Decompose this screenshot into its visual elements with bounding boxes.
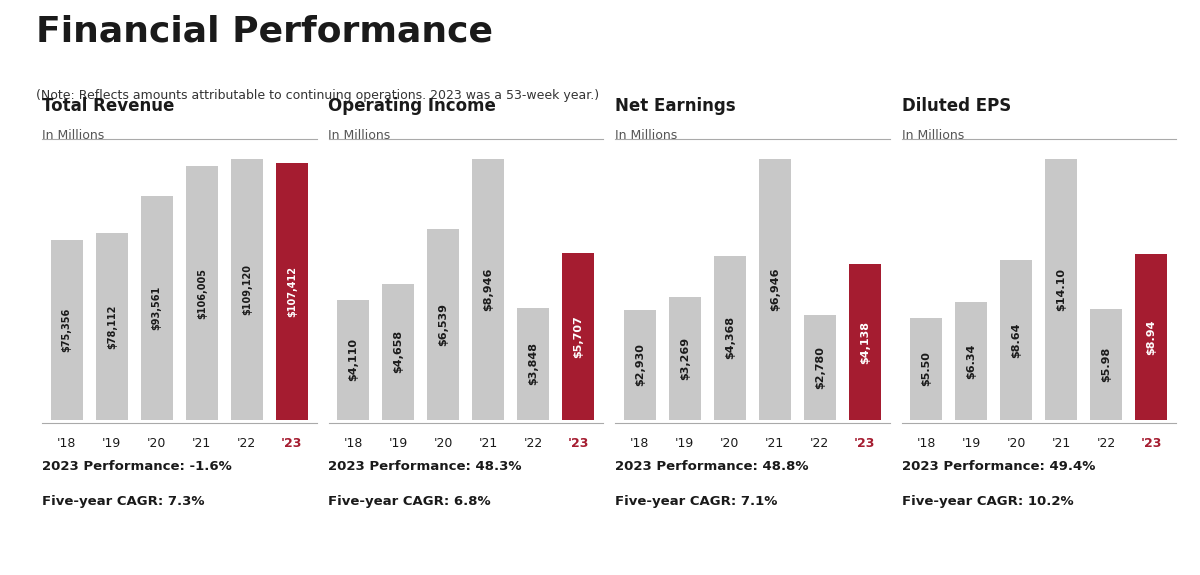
Text: $6,539: $6,539 <box>438 303 449 346</box>
Text: 2023 Performance: 48.3%: 2023 Performance: 48.3% <box>329 460 522 473</box>
Text: '18: '18 <box>630 436 649 450</box>
Bar <box>848 264 881 420</box>
Text: '21: '21 <box>479 436 498 450</box>
Text: (Note: Reflects amounts attributable to continuing operations. 2023 was a 53-wee: (Note: Reflects amounts attributable to … <box>36 89 599 102</box>
Text: '22: '22 <box>523 436 542 450</box>
Bar <box>758 159 791 420</box>
Text: '19: '19 <box>389 436 408 450</box>
Text: $14.10: $14.10 <box>1056 268 1067 311</box>
Text: 2023 Performance: -1.6%: 2023 Performance: -1.6% <box>42 460 232 473</box>
Text: '22: '22 <box>238 436 257 450</box>
Text: '19: '19 <box>676 436 695 450</box>
Text: Five-year CAGR: 6.8%: Five-year CAGR: 6.8% <box>329 494 491 508</box>
Bar <box>50 240 83 420</box>
Text: '20: '20 <box>148 436 167 450</box>
Bar <box>955 302 988 420</box>
Text: '18: '18 <box>917 436 936 450</box>
Text: $4,658: $4,658 <box>394 330 403 373</box>
Text: Five-year CAGR: 7.3%: Five-year CAGR: 7.3% <box>42 494 204 508</box>
Text: $2,780: $2,780 <box>815 346 824 389</box>
Text: $107,412: $107,412 <box>287 266 296 317</box>
Text: '21: '21 <box>766 436 785 450</box>
Text: $2,930: $2,930 <box>635 343 644 386</box>
Text: 2023 Performance: 49.4%: 2023 Performance: 49.4% <box>901 460 1094 473</box>
Text: Operating Income: Operating Income <box>329 97 497 115</box>
Bar <box>230 159 263 420</box>
Text: $78,112: $78,112 <box>107 304 116 348</box>
Text: $8,946: $8,946 <box>484 267 493 311</box>
Bar <box>140 196 173 420</box>
Bar <box>337 300 370 420</box>
Bar <box>1000 260 1032 420</box>
Bar <box>517 308 550 420</box>
Text: '23: '23 <box>568 436 589 450</box>
Bar <box>562 254 594 420</box>
Text: $5,707: $5,707 <box>574 315 583 358</box>
Bar <box>472 159 504 420</box>
Text: 2023 Performance: 48.8%: 2023 Performance: 48.8% <box>616 460 809 473</box>
Text: '23: '23 <box>854 436 876 450</box>
Text: In Millions: In Millions <box>329 129 391 143</box>
Text: Net Earnings: Net Earnings <box>616 97 736 115</box>
Bar <box>714 256 746 420</box>
Bar <box>96 233 128 420</box>
Text: $109,120: $109,120 <box>241 264 252 315</box>
Bar <box>427 229 460 420</box>
Text: Financial Performance: Financial Performance <box>36 14 493 48</box>
Bar <box>382 284 414 420</box>
Bar <box>624 310 656 420</box>
Text: '20: '20 <box>433 436 452 450</box>
Bar <box>1135 254 1168 420</box>
Text: $5.98: $5.98 <box>1102 347 1111 382</box>
Text: '23: '23 <box>1140 436 1162 450</box>
Text: $5.50: $5.50 <box>922 351 931 386</box>
Text: $8.64: $8.64 <box>1012 322 1021 358</box>
Bar <box>804 315 836 420</box>
Text: '23: '23 <box>281 436 302 450</box>
Text: $106,005: $106,005 <box>197 267 206 319</box>
Text: $6.34: $6.34 <box>966 343 977 379</box>
Text: In Millions: In Millions <box>42 129 104 143</box>
Text: '19: '19 <box>102 436 121 450</box>
Text: '22: '22 <box>1097 436 1116 450</box>
Text: '21: '21 <box>1051 436 1070 450</box>
Text: $8.94: $8.94 <box>1146 319 1157 355</box>
Bar <box>186 166 218 420</box>
Text: '18: '18 <box>343 436 362 450</box>
Text: Five-year CAGR: 10.2%: Five-year CAGR: 10.2% <box>901 494 1073 508</box>
Text: Diluted EPS: Diluted EPS <box>901 97 1010 115</box>
Text: '20: '20 <box>720 436 739 450</box>
Text: $4,110: $4,110 <box>348 338 359 381</box>
Bar <box>1045 159 1078 420</box>
Text: $93,561: $93,561 <box>151 286 162 330</box>
Bar <box>1090 309 1122 420</box>
Bar <box>668 297 701 420</box>
Text: Five-year CAGR: 7.1%: Five-year CAGR: 7.1% <box>616 494 778 508</box>
Bar <box>276 163 308 420</box>
Text: '18: '18 <box>58 436 77 450</box>
Bar <box>910 318 942 420</box>
Text: In Millions: In Millions <box>901 129 964 143</box>
Text: $4,368: $4,368 <box>725 316 734 359</box>
Text: Total Revenue: Total Revenue <box>42 97 174 115</box>
Text: In Millions: In Millions <box>616 129 677 143</box>
Text: $6,946: $6,946 <box>769 267 780 311</box>
Text: '20: '20 <box>1007 436 1026 450</box>
Text: '22: '22 <box>810 436 829 450</box>
Text: '21: '21 <box>192 436 211 450</box>
Text: $75,356: $75,356 <box>61 308 72 352</box>
Text: $4,138: $4,138 <box>859 320 870 363</box>
Text: $3,848: $3,848 <box>528 342 539 385</box>
Text: $3,269: $3,269 <box>679 337 690 380</box>
Text: '19: '19 <box>961 436 980 450</box>
